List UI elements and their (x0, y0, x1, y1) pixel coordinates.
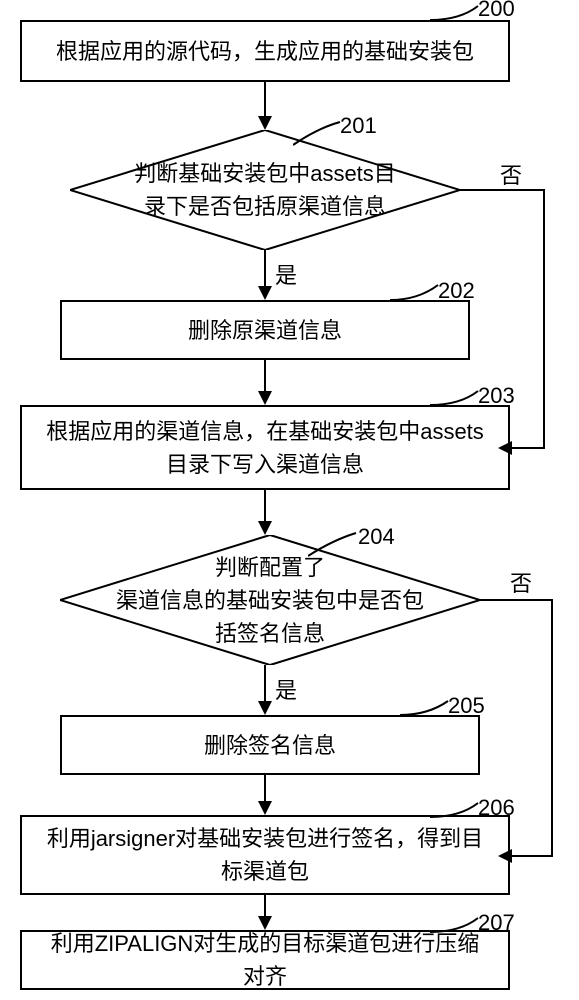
edge-201-202-arrow (258, 286, 272, 300)
edge-204-no-h1 (480, 599, 553, 601)
edge-200-201-arrow (258, 116, 272, 130)
step-203-num: 203 (478, 383, 515, 409)
edge-201-no-v (543, 189, 545, 447)
step-206-text: 利用jarsigner对基础安装包进行签名，得到目 标渠道包 (47, 822, 483, 888)
edge-202-203-arrow (258, 391, 272, 405)
edge-204-no-v (551, 599, 553, 855)
edge-206-207 (264, 895, 266, 918)
step-200-num: 200 (478, 0, 515, 22)
step-204-num: 204 (358, 524, 395, 550)
flowchart-canvas: 根据应用的源代码，生成应用的基础安装包 200 判断基础安装包中assets目 … (0, 0, 579, 1000)
edge-201-yes-label: 是 (275, 258, 297, 290)
step-201-num: 201 (340, 113, 377, 139)
edge-203-204 (264, 490, 266, 523)
step-204: 判断配置了 渠道信息的基础安装包中是否包 括签名信息 (60, 535, 480, 665)
edge-201-no-label: 否 (500, 158, 522, 190)
edge-203-204-arrow (258, 521, 272, 535)
edge-205-206-arrow (258, 801, 272, 815)
step-205-text: 删除签名信息 (204, 729, 336, 762)
step-200-text: 根据应用的源代码，生成应用的基础安装包 (56, 35, 474, 68)
edge-206-207-arrow (258, 916, 272, 930)
edge-204-205 (264, 665, 266, 703)
step-205-num: 205 (448, 693, 485, 719)
edge-204-no-h2 (510, 855, 553, 857)
step-201: 判断基础安装包中assets目 录下是否包括原渠道信息 (70, 130, 460, 250)
edge-205-206 (264, 775, 266, 803)
edge-204-yes-label: 是 (275, 673, 297, 705)
step-202-num: 202 (438, 278, 475, 304)
edge-201-no-h2 (510, 447, 545, 449)
edge-204-no-label: 否 (510, 566, 532, 598)
step-200: 根据应用的源代码，生成应用的基础安装包 (20, 20, 510, 82)
step-203-text: 根据应用的渠道信息，在基础安装包中assets 目录下写入渠道信息 (46, 415, 484, 481)
step-202-text: 删除原渠道信息 (188, 314, 342, 347)
edge-201-no-arrow (498, 441, 512, 455)
edge-204-no-arrow (498, 849, 512, 863)
edge-200-201 (264, 82, 266, 118)
step-206: 利用jarsigner对基础安装包进行签名，得到目 标渠道包 (20, 815, 510, 895)
step-204-text: 判断配置了 渠道信息的基础安装包中是否包 括签名信息 (116, 551, 424, 650)
step-206-num: 206 (478, 795, 515, 821)
step-205: 删除签名信息 (60, 715, 480, 775)
step-207-num: 207 (478, 910, 515, 936)
step-202: 删除原渠道信息 (60, 300, 470, 360)
edge-202-203 (264, 360, 266, 393)
step-201-text: 判断基础安装包中assets目 录下是否包括原渠道信息 (134, 157, 396, 223)
edge-204-205-arrow (258, 701, 272, 715)
step-203: 根据应用的渠道信息，在基础安装包中assets 目录下写入渠道信息 (20, 405, 510, 490)
step-207-text: 利用ZIPALIGN对生成的目标渠道包进行压缩 对齐 (51, 927, 480, 993)
edge-201-202 (264, 250, 266, 288)
